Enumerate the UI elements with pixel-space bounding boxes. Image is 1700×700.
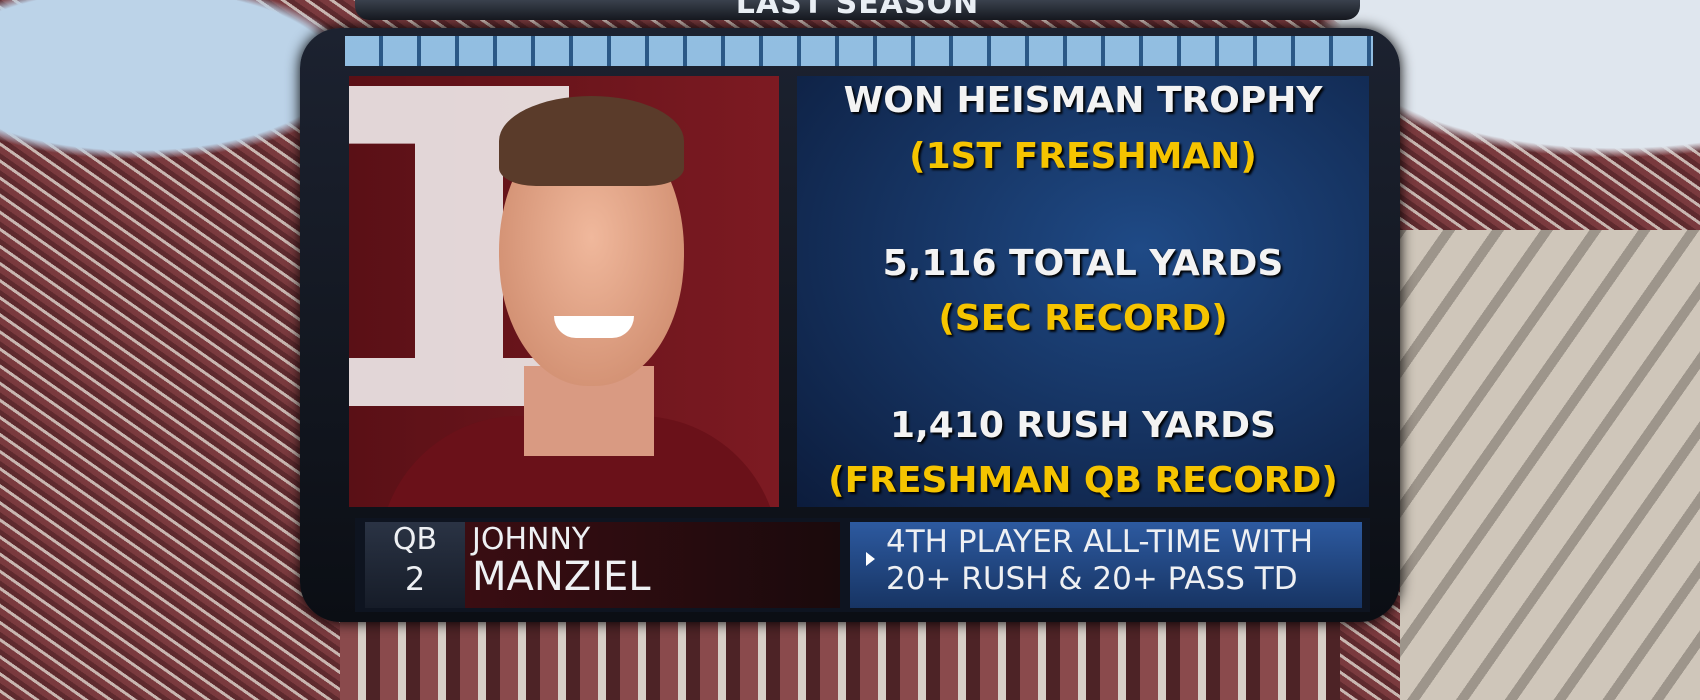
position-box [365,522,465,608]
player-photo [349,76,779,507]
player-position: QB [392,522,438,557]
stat-main: 1,410 RUSH YARDS [890,405,1276,446]
light-strip [345,36,1373,66]
stat-note: (FRESHMAN QB RECORD) [828,460,1338,501]
stat-main: WON HEISMAN TROPHY [843,80,1323,121]
stadium-stands [1400,230,1700,700]
fact-line: 4TH PLAYER ALL-TIME WITH [886,524,1314,560]
fact-line: 20+ RUSH & 20+ PASS TD [886,561,1298,597]
hair [499,96,684,186]
stat-note: (SEC RECORD) [938,298,1228,339]
header-tab: LAST SEASON [355,0,1360,20]
arrow-icon [866,552,875,566]
player-first-name: JOHNNY [472,522,591,557]
header-title: LAST SEASON [735,0,980,20]
crowd [340,610,1340,700]
stat-note: (1ST FRESHMAN) [909,136,1257,177]
player-last-name: MANZIEL [472,554,651,600]
stats-panel [797,76,1369,507]
player-number: 2 [404,560,426,598]
smile [554,316,634,338]
fact-box [850,522,1362,608]
name-box [465,522,840,608]
stat-main: 5,116 TOTAL YARDS [882,243,1284,284]
